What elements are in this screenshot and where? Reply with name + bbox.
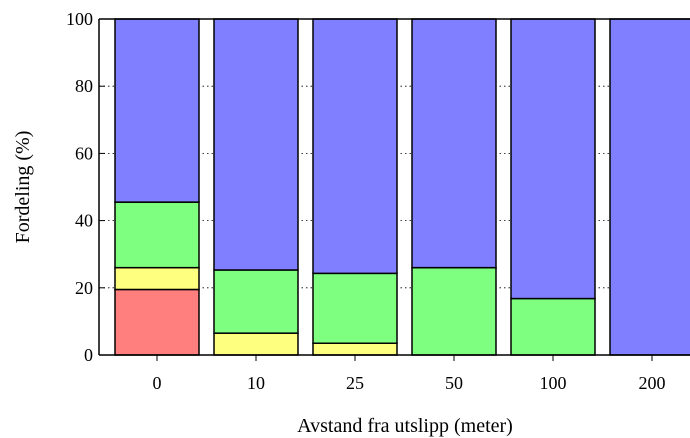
bar-segment	[114, 18, 200, 203]
x-axis-title: Avstand fra utslipp (meter)	[297, 415, 513, 437]
bar-segment	[114, 201, 200, 269]
bar-segment	[213, 269, 299, 334]
bar-segment	[213, 332, 299, 356]
y-tick-labels: 0 20 40 60 80 100	[66, 9, 93, 365]
y-tick-label: 0	[84, 345, 93, 365]
y-tick-label: 60	[75, 143, 93, 163]
x-tick-label: 25	[346, 373, 364, 393]
bar-segment	[312, 342, 398, 356]
x-tick-label: 100	[540, 373, 567, 393]
x-tick-labels: 0 10 25 50 100 200	[153, 373, 666, 393]
x-tick-label: 50	[445, 373, 463, 393]
bar-segment	[510, 18, 596, 300]
y-tick-label: 80	[75, 76, 93, 96]
y-tick-label: 100	[66, 9, 93, 29]
y-tick-label: 40	[75, 211, 93, 231]
axes	[98, 18, 690, 361]
x-tick-label: 200	[639, 373, 666, 393]
bar-segment	[312, 18, 398, 275]
bar-segment	[510, 297, 596, 356]
bar-segment	[411, 266, 497, 356]
y-tick-label: 20	[75, 278, 93, 298]
bar-segment	[312, 272, 398, 344]
bar-segment	[213, 18, 299, 271]
x-tick-label: 10	[247, 373, 265, 393]
bar-segment	[411, 18, 497, 269]
bar-segment	[114, 266, 200, 291]
bars	[114, 18, 690, 356]
y-axis-title: Fordeling (%)	[12, 131, 34, 244]
bar-segment	[609, 18, 690, 356]
bar-segment	[114, 288, 200, 356]
x-tick-label: 0	[153, 373, 162, 393]
